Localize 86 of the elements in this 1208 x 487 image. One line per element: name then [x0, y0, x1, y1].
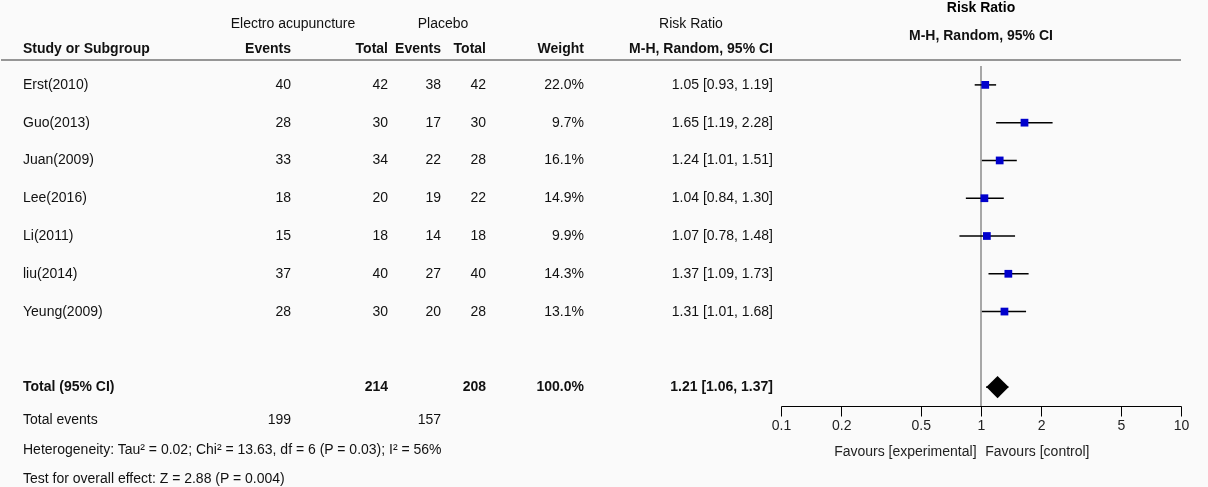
text: 20	[372, 189, 388, 206]
text: 38	[425, 75, 441, 92]
text: 40	[275, 75, 291, 92]
x-tick-label: 2	[1037, 416, 1046, 433]
text: 9.9%	[552, 227, 584, 243]
text: 20	[425, 302, 441, 319]
point	[986, 375, 1009, 399]
text: 1.05 [0.93, 1.19]	[671, 75, 773, 92]
x-tick-label: 10	[1173, 416, 1190, 433]
text: Risk Ratio	[659, 15, 724, 31]
category-label: Erst(2010)	[23, 75, 89, 92]
text: 1.65 [1.19, 2.28]	[671, 113, 773, 130]
category-label: Events	[245, 40, 292, 56]
category-label: Total (95% CI)	[23, 378, 115, 395]
text: 1.31 [1.01, 1.68]	[671, 302, 773, 319]
text: 19	[425, 189, 441, 206]
text: Heterogeneity: Tau² = 0.02; Chi² = 13.63, df = 6 (P = 0.03); I² = 56%	[23, 441, 442, 458]
text: 22.0%	[544, 75, 584, 92]
text: 30	[372, 302, 388, 319]
text: 9.7%	[552, 113, 584, 130]
category-label: Study or Subgroup	[23, 40, 150, 56]
text: 16.1%	[544, 151, 584, 168]
text: 28	[275, 302, 291, 319]
text: 22	[425, 151, 441, 168]
text: 42	[470, 75, 486, 92]
text: 157	[417, 411, 441, 428]
text: Favours [control]	[985, 443, 1090, 459]
category-label: Yeung(2009)	[23, 302, 103, 319]
category-label: liu(2014)	[23, 264, 78, 281]
text: 28	[470, 151, 486, 168]
chart-subtitle: M-H, Random, 95% CI	[909, 26, 1053, 43]
text: 30	[470, 113, 486, 130]
category-label: Events	[395, 40, 442, 56]
category-label: Weight	[537, 40, 585, 56]
text: 1.21 [1.06, 1.37]	[670, 378, 773, 395]
point	[983, 232, 991, 240]
x-tick-label: 0.1	[771, 416, 792, 433]
text: 15	[275, 227, 291, 243]
text: 18	[470, 227, 486, 243]
point	[981, 81, 990, 89]
text: 22	[470, 189, 486, 206]
text: 37	[275, 264, 291, 281]
x-tick-label: 0.5	[911, 416, 932, 433]
category-label: Lee(2016)	[23, 189, 87, 206]
text: 34	[372, 151, 388, 168]
text: 14	[425, 227, 441, 243]
category-label: Li(2011)	[23, 227, 74, 243]
text: 1.04 [0.84, 1.30]	[671, 189, 773, 206]
chart-title: Risk Ratio	[946, 0, 1016, 15]
point	[995, 156, 1004, 165]
x-tick-label: 0.2	[831, 416, 852, 433]
category-label: M-H, Random, 95% CI	[629, 40, 773, 56]
x-tick-label: 1	[977, 416, 986, 433]
category-label: Total	[355, 40, 388, 56]
text: 17	[425, 113, 441, 130]
text: Placebo	[417, 15, 469, 31]
point	[1004, 269, 1013, 278]
text: 14.3%	[544, 264, 584, 281]
text: 1.07 [0.78, 1.48]	[671, 227, 773, 243]
text: 13.1%	[544, 302, 584, 319]
text: 40	[470, 264, 486, 281]
text: 28	[470, 302, 486, 319]
text: 214	[364, 378, 388, 395]
text: 27	[425, 264, 441, 281]
x-tick-label: 5	[1117, 416, 1126, 433]
text: Electro acupuncture	[230, 15, 356, 31]
text: 1.24 [1.01, 1.51]	[671, 151, 773, 168]
text: 100.0%	[536, 378, 584, 395]
text: 14.9%	[544, 189, 584, 206]
text: 199	[267, 411, 291, 428]
text: 42	[372, 75, 388, 92]
text: 208	[462, 378, 486, 395]
text: 18	[275, 189, 291, 206]
point	[980, 194, 989, 203]
text: 33	[275, 151, 291, 168]
text: Favours [experimental]	[834, 443, 977, 459]
text: 40	[372, 264, 388, 281]
category-label: Total events	[23, 411, 98, 428]
category-label: Total	[453, 40, 486, 56]
text: Test for overall effect: Z = 2.88 (P = 0.004)	[23, 470, 285, 487]
text: 1.37 [1.09, 1.73]	[671, 264, 773, 281]
text: 30	[372, 113, 388, 130]
text: 18	[372, 227, 388, 243]
category-label: Juan(2009)	[23, 151, 94, 168]
category-label: Guo(2013)	[23, 113, 90, 130]
text: 28	[275, 113, 291, 130]
